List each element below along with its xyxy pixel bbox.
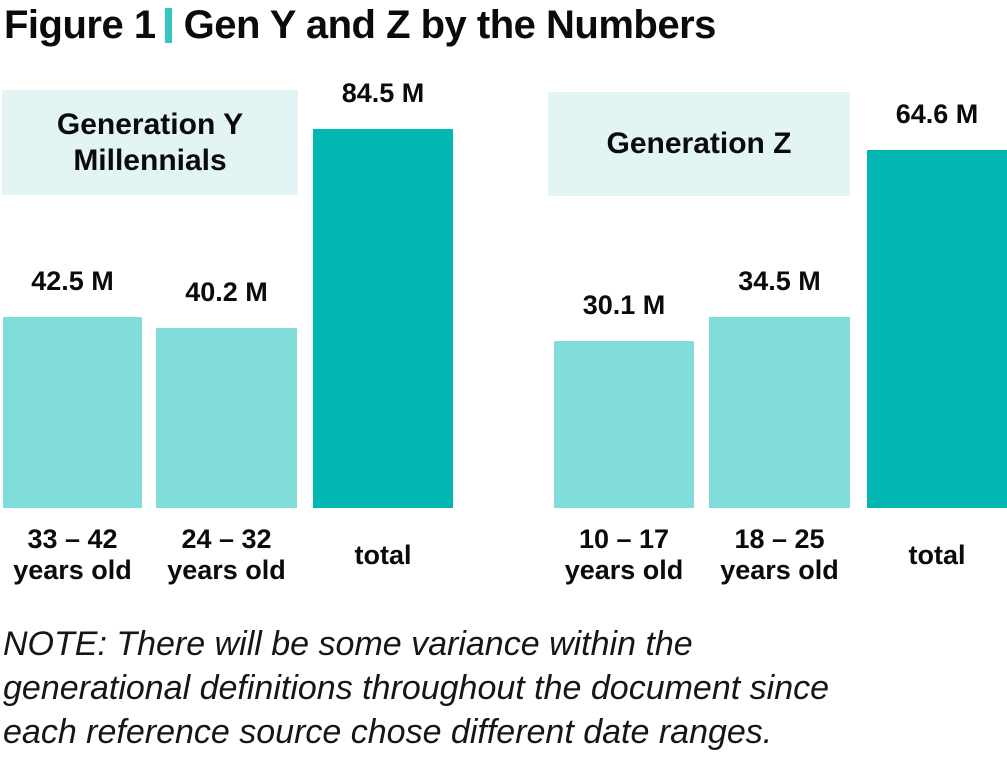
bar-category-label: total <box>288 540 478 571</box>
group-header-line: Generation Z <box>606 127 792 160</box>
note-text: NOTE: There will be some variance within… <box>3 622 993 754</box>
bar-generation-y-millennials-24-32-years-old <box>156 328 297 508</box>
bar-category-label: 18 – 25 years old <box>684 524 875 586</box>
note-line-2: generational definitions throughout the … <box>3 669 830 707</box>
bar-generation-z-10-17-years-old <box>554 341 694 508</box>
bar-category-label: 33 – 42 years old <box>0 524 167 586</box>
bar-category-line: 18 – 25 <box>734 524 825 554</box>
group-header-generation-z: Generation Z <box>548 92 850 196</box>
group-header-generation-y-millennials: Generation Y Millennials <box>2 90 298 195</box>
bar-category-line: total <box>908 540 966 570</box>
bar-value-label: 84.5 M <box>341 78 425 108</box>
bar-value-label: 42.5 M <box>31 266 114 296</box>
title-separator-bar <box>164 8 172 43</box>
note-line-3: each reference source chose different da… <box>3 713 773 751</box>
bar-category-label: total <box>842 540 1007 571</box>
bar-category-line: 24 – 32 <box>181 524 272 554</box>
bar-generation-y-millennials-total <box>313 129 453 508</box>
figure-title: Figure 1 Gen Y and Z by the Numbers <box>4 3 716 48</box>
bar-category-line: years old <box>564 555 684 585</box>
bar-generation-z-18-25-years-old <box>709 317 850 508</box>
bar-category-label: 24 – 32 years old <box>131 524 322 586</box>
bar-generation-y-millennials-33-42-years-old <box>3 317 142 508</box>
bar-value-label: 34.5 M <box>738 266 821 296</box>
figure-number-label: Figure 1 <box>4 3 156 47</box>
group-header-line: Millennials <box>73 143 227 177</box>
bar-value-label: 64.6 M <box>895 99 979 129</box>
bar-value-label: 30.1 M <box>582 290 666 320</box>
group-header-line: Generation Y <box>56 107 244 141</box>
generation-bar-chart: Generation Y Millennials 42.5 M 33 – 42 year… <box>0 78 1007 586</box>
bar-category-line: years old <box>720 555 839 585</box>
bar-category-line: years old <box>13 555 132 585</box>
bar-generation-z-total <box>867 150 1007 508</box>
bar-category-label: 10 – 17 years old <box>529 524 719 586</box>
figure-title-text: Gen Y and Z by the Numbers <box>183 3 717 47</box>
bar-category-line: 10 – 17 <box>578 524 670 554</box>
note-line-1: NOTE: There will be some variance within… <box>3 625 693 663</box>
bar-value-label: 40.2 M <box>185 277 268 307</box>
bar-category-line: 33 – 42 <box>27 524 118 554</box>
bar-category-line: years old <box>167 555 286 585</box>
bar-category-line: total <box>354 540 412 570</box>
